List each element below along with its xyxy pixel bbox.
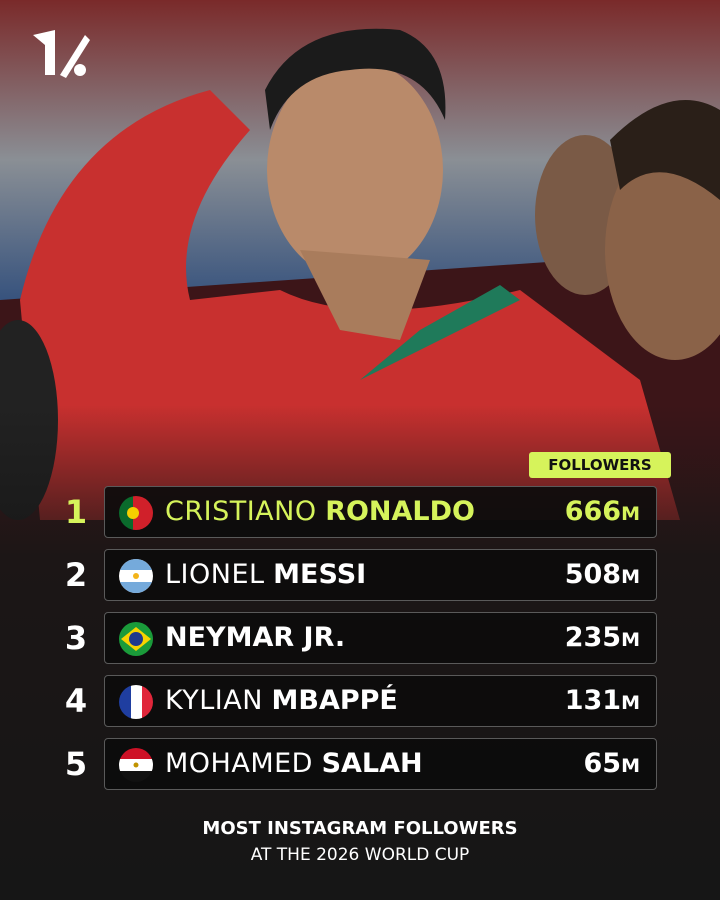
player-name: LIONEL MESSI <box>165 550 366 600</box>
followers-unit: M <box>621 629 640 651</box>
flag-part <box>127 507 139 519</box>
last-name: RONALDO <box>325 496 475 527</box>
flag-part <box>133 573 139 579</box>
followers-unit: M <box>621 503 640 525</box>
flag-part <box>119 685 131 719</box>
followers-unit: M <box>621 692 640 714</box>
row: LIONEL MESSI 508M <box>104 549 657 601</box>
footer-title: MOST INSTAGRAM FOLLOWERS <box>202 818 518 839</box>
followers: 508M <box>565 550 640 602</box>
last-name: MESSI <box>273 559 367 590</box>
followers-value: 65 <box>583 748 622 779</box>
flag <box>119 496 153 530</box>
first-name: CRISTIANO <box>165 496 317 527</box>
flag-body <box>119 496 153 530</box>
flag <box>119 748 153 782</box>
row: KYLIAN MBAPPÉ 131M <box>104 675 657 727</box>
first-name: LIONEL <box>165 559 265 590</box>
last-name: SALAH <box>321 748 423 779</box>
first-name: KYLIAN <box>165 685 263 716</box>
last-name: MBAPPÉ <box>271 685 398 716</box>
flag-body <box>119 685 153 719</box>
player-name: KYLIAN MBAPPÉ <box>165 676 398 726</box>
last-name: NEYMAR JR. <box>165 622 346 653</box>
followers-value: 508 <box>564 559 622 590</box>
followers: 235M <box>565 613 640 665</box>
rank: 3 <box>64 619 88 657</box>
followers: 65M <box>584 739 641 791</box>
followers-value: 235 <box>564 622 622 653</box>
flag-body <box>119 559 153 593</box>
rank: 2 <box>64 556 88 594</box>
followers-unit: M <box>621 566 640 588</box>
flag-part <box>119 496 133 530</box>
flag-part <box>133 762 139 768</box>
flag-part <box>129 632 143 646</box>
flag-part <box>142 685 153 719</box>
flag <box>119 685 153 719</box>
player-name: CRISTIANO RONALDO <box>165 487 475 537</box>
column-header: FOLLOWERS <box>529 452 671 478</box>
followers: 666M <box>565 487 640 539</box>
followers-value: 131 <box>564 685 622 716</box>
player-name: MOHAMED SALAH <box>165 739 423 789</box>
rank: 1 <box>64 493 88 531</box>
flag-body <box>119 748 153 782</box>
first-name: MOHAMED <box>165 748 313 779</box>
rank: 4 <box>64 682 88 720</box>
flag-part <box>119 582 153 593</box>
rank: 5 <box>64 745 88 783</box>
footer-subtitle: AT THE 2026 WORLD CUP <box>250 845 470 865</box>
row: CRISTIANO RONALDO 666M <box>104 486 657 538</box>
row: MOHAMED SALAH 65M <box>104 738 657 790</box>
flag-part <box>119 559 153 570</box>
flag-part <box>131 685 142 719</box>
flag-body <box>119 622 153 656</box>
flag <box>119 559 153 593</box>
followers: 131M <box>565 676 640 728</box>
flag <box>119 622 153 656</box>
row: NEYMAR JR. 235M <box>104 612 657 664</box>
flag-part <box>119 748 153 759</box>
followers-value: 666 <box>564 496 622 527</box>
followers-unit: M <box>621 755 640 777</box>
flag-part <box>119 771 153 782</box>
flag-part <box>133 496 153 530</box>
player-name: NEYMAR JR. <box>165 613 345 663</box>
